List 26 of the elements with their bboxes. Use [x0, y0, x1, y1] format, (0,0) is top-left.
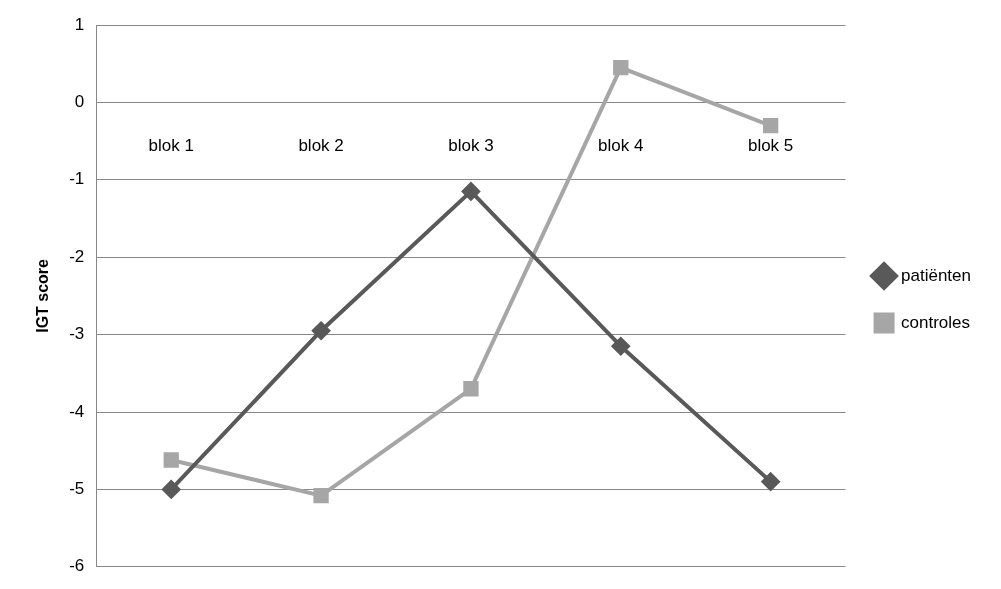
legend-label: patiënten — [901, 265, 971, 285]
y-tick-label: -5 — [69, 479, 85, 499]
y-tick-label: 0 — [74, 92, 85, 112]
y-axis-title: IGT score — [34, 258, 52, 333]
y-tick-label: -2 — [69, 246, 85, 266]
point — [761, 472, 780, 491]
y-tick-label: -6 — [69, 556, 85, 576]
point — [313, 487, 329, 504]
point — [762, 117, 779, 134]
x-tick-label: blok 3 — [448, 136, 494, 156]
point — [163, 452, 179, 468]
legend-label: controles — [901, 312, 971, 332]
point — [463, 381, 479, 397]
y-tick-label: -4 — [69, 401, 85, 421]
point — [461, 182, 480, 201]
point — [611, 337, 630, 356]
point — [613, 59, 629, 76]
x-tick-label: blok 1 — [148, 136, 194, 156]
point — [312, 321, 331, 340]
y-tick-label: 1 — [74, 14, 85, 34]
y-tick-label: -1 — [69, 169, 85, 189]
x-tick-label: blok 4 — [598, 136, 644, 156]
y-tick-label: -3 — [69, 324, 85, 344]
x-tick-label: blok 2 — [298, 136, 344, 156]
x-tick-label: blok 5 — [747, 136, 794, 156]
point — [162, 480, 181, 499]
